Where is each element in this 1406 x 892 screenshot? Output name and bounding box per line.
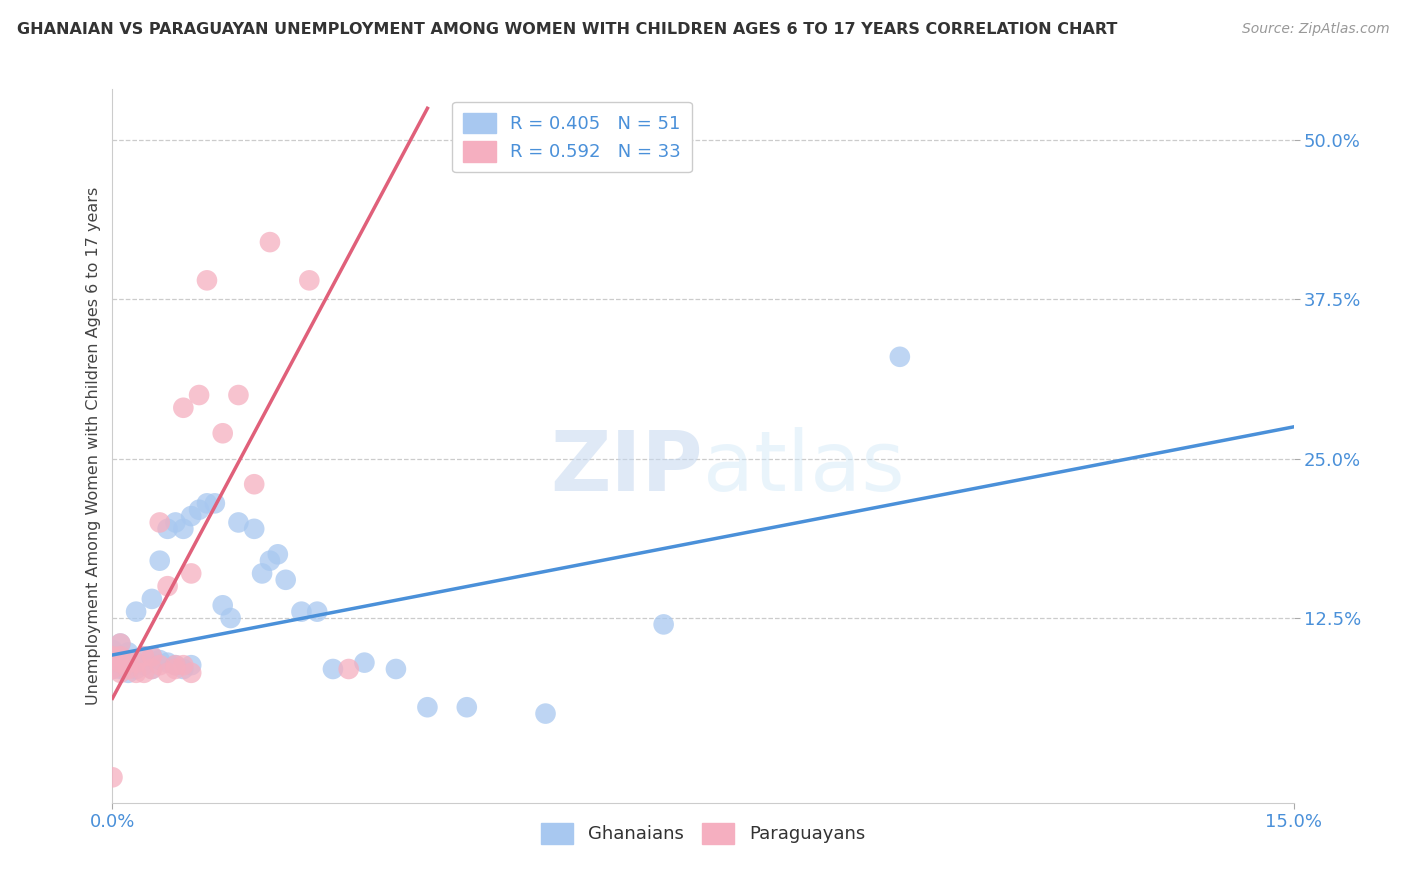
Point	[132, 649, 155, 664]
Point	[353, 656, 375, 670]
Y-axis label: Unemployment Among Women with Children Ages 6 to 17 years: Unemployment Among Women with Children A…	[86, 187, 101, 705]
Point	[322, 662, 344, 676]
Text: Source: ZipAtlas.com: Source: ZipAtlas.com	[1241, 22, 1389, 37]
Point	[259, 554, 281, 568]
Point	[250, 566, 273, 581]
Point	[110, 656, 132, 670]
Point	[117, 662, 139, 676]
Point	[132, 649, 155, 664]
Point	[101, 649, 124, 664]
Point	[110, 636, 132, 650]
Point	[132, 658, 155, 673]
Point	[156, 665, 179, 680]
Point	[188, 388, 211, 402]
Point	[228, 516, 250, 530]
Point	[125, 662, 148, 676]
Point	[149, 658, 172, 673]
Point	[149, 554, 172, 568]
Point	[117, 658, 139, 673]
Point	[243, 477, 266, 491]
Point	[337, 662, 360, 676]
Text: ZIP: ZIP	[551, 427, 703, 508]
Point	[101, 656, 124, 670]
Point	[110, 665, 132, 680]
Point	[267, 547, 290, 561]
Point	[180, 566, 202, 581]
Point	[110, 649, 132, 664]
Point	[165, 516, 187, 530]
Point	[101, 649, 124, 664]
Point	[117, 665, 139, 680]
Text: GHANAIAN VS PARAGUAYAN UNEMPLOYMENT AMONG WOMEN WITH CHILDREN AGES 6 TO 17 YEARS: GHANAIAN VS PARAGUAYAN UNEMPLOYMENT AMON…	[17, 22, 1118, 37]
Point	[172, 401, 194, 415]
Point	[172, 522, 194, 536]
Point	[165, 658, 187, 673]
Point	[180, 509, 202, 524]
Point	[125, 656, 148, 670]
Point	[652, 617, 675, 632]
Point	[117, 656, 139, 670]
Point	[204, 496, 226, 510]
Point	[385, 662, 408, 676]
Point	[110, 662, 132, 676]
Point	[211, 599, 233, 613]
Point	[141, 591, 163, 606]
Point	[110, 649, 132, 664]
Point	[141, 649, 163, 664]
Point	[110, 656, 132, 670]
Point	[172, 658, 194, 673]
Point	[149, 516, 172, 530]
Point	[534, 706, 557, 721]
Point	[195, 273, 218, 287]
Point	[290, 605, 312, 619]
Point	[156, 579, 179, 593]
Point	[243, 522, 266, 536]
Point	[141, 649, 163, 664]
Point	[156, 522, 179, 536]
Point	[156, 656, 179, 670]
Point	[149, 653, 172, 667]
Point	[307, 605, 329, 619]
Point	[259, 235, 281, 249]
Point	[165, 662, 187, 676]
Point	[101, 770, 124, 784]
Point	[274, 573, 297, 587]
Point	[172, 662, 194, 676]
Point	[125, 605, 148, 619]
Point	[211, 426, 233, 441]
Point	[117, 645, 139, 659]
Text: atlas: atlas	[703, 427, 904, 508]
Point	[101, 662, 124, 676]
Point	[141, 662, 163, 676]
Point	[125, 656, 148, 670]
Point	[195, 496, 218, 510]
Point	[101, 643, 124, 657]
Point	[110, 636, 132, 650]
Point	[165, 658, 187, 673]
Point	[180, 658, 202, 673]
Point	[228, 388, 250, 402]
Point	[188, 502, 211, 516]
Point	[889, 350, 911, 364]
Point	[456, 700, 478, 714]
Point	[101, 662, 124, 676]
Legend: Ghanaians, Paraguayans: Ghanaians, Paraguayans	[534, 815, 872, 851]
Point	[132, 665, 155, 680]
Point	[219, 611, 242, 625]
Point	[298, 273, 321, 287]
Point	[416, 700, 439, 714]
Point	[141, 662, 163, 676]
Point	[125, 665, 148, 680]
Point	[117, 653, 139, 667]
Point	[180, 665, 202, 680]
